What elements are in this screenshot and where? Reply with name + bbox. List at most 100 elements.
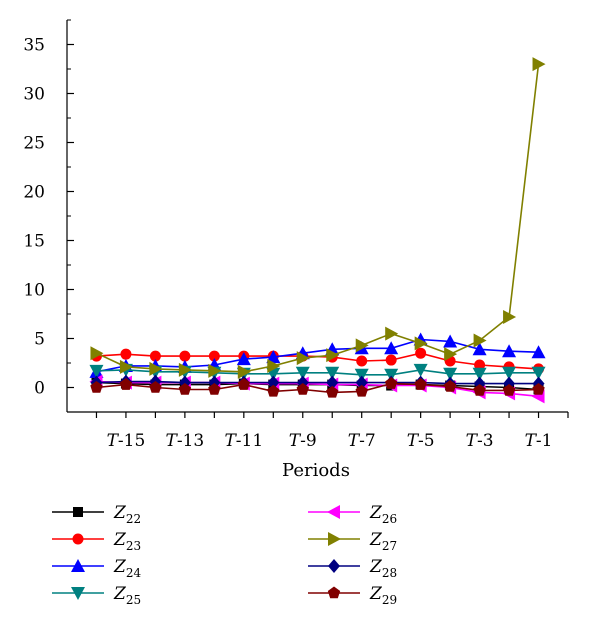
legend-marker [328, 532, 341, 546]
data-point-z29 [119, 378, 133, 390]
data-point-z29 [296, 382, 309, 395]
data-point-z27 [355, 338, 369, 353]
series-z27 [90, 57, 546, 379]
data-point-z25 [295, 366, 310, 380]
data-point-z27 [296, 351, 310, 366]
x-tick-label: T-7 [348, 431, 376, 451]
data-point-z29 [384, 377, 398, 389]
data-point-z27 [90, 346, 104, 361]
data-point-z29 [443, 380, 457, 392]
data-point-z23 [208, 350, 220, 362]
legend-label: Z26 [369, 503, 397, 526]
legend-label: Z22 [113, 503, 141, 526]
data-point-z29 [208, 382, 221, 395]
data-point-z24 [236, 352, 251, 366]
data-point-z25 [325, 366, 340, 380]
data-point-z27 [444, 347, 458, 362]
data-point-z27 [326, 348, 340, 363]
data-point-z27 [473, 333, 487, 348]
data-point-z25 [413, 363, 428, 377]
data-point-z27 [414, 336, 428, 351]
data-point-z29 [473, 383, 486, 396]
series-line-z24 [96, 338, 539, 373]
data-point-z24 [266, 350, 281, 364]
data-point-z28 [267, 375, 280, 390]
y-tick-label: 10 [23, 281, 45, 301]
data-point-z24 [531, 345, 546, 359]
data-point-z25 [443, 367, 458, 381]
data-point-z23 [474, 359, 486, 371]
data-point-z29 [502, 383, 516, 396]
x-axis-label: Periods [282, 460, 350, 481]
axes: 0 5 10 15 20 25 30 35 T-15 T-13 T-11 T-9 T-7 T-5 T-3 T-… [23, 19, 569, 451]
x-tick-label: T-3 [466, 431, 494, 451]
data-point-z25 [354, 368, 369, 382]
legend-label: Z24 [113, 557, 141, 580]
y-tick-label: 35 [23, 36, 45, 56]
legend-marker [72, 533, 84, 545]
x-tick-label: T-13 [166, 431, 205, 451]
data-point-z27 [503, 309, 517, 324]
data-point-z24 [502, 344, 517, 358]
data-point-z24 [472, 342, 487, 356]
legend-marker [71, 559, 85, 572]
series-line-z27 [96, 64, 540, 373]
data-point-z29 [90, 381, 103, 393]
x-tick-label: T-5 [407, 431, 435, 451]
legend-marker [327, 586, 341, 599]
legend-label: Z29 [369, 584, 397, 607]
data-point-z27 [149, 361, 163, 376]
y-tick-label: 20 [23, 183, 45, 203]
data-point-z27 [267, 358, 281, 373]
data-point-z27 [237, 364, 251, 379]
y-tick-label: 5 [34, 330, 45, 350]
data-point-z23 [356, 355, 368, 367]
y-tick-label: 25 [23, 134, 45, 154]
data-point-z29 [355, 384, 368, 397]
x-tick-label: T-15 [107, 431, 146, 451]
data-point-z25 [472, 367, 487, 381]
data-point-z23 [415, 347, 427, 359]
data-point-z27 [119, 359, 133, 374]
data-point-z27 [208, 363, 222, 378]
data-point-z25 [89, 364, 104, 378]
data-point-z24 [384, 341, 399, 355]
y-tick-label: 30 [23, 85, 45, 105]
legend-marker [327, 505, 340, 519]
legend-item-z29: Z29 [308, 584, 397, 607]
plot-area [89, 57, 546, 404]
data-point-z29 [326, 385, 339, 398]
y-tick-label: 0 [34, 379, 45, 399]
data-point-z23 [179, 350, 191, 362]
x-tick-label: T-1 [525, 431, 553, 451]
legend-item-z23: Z23 [52, 530, 141, 553]
legend-item-z28: Z28 [308, 557, 397, 580]
data-point-z27 [178, 362, 192, 377]
legend-item-z22: Z22 [52, 503, 141, 526]
data-point-z23 [120, 348, 132, 360]
data-point-z23 [149, 350, 161, 362]
series-line-z28 [96, 380, 539, 385]
legend-marker [71, 587, 85, 600]
x-tick-label: T-11 [224, 431, 263, 451]
data-point-z27 [385, 326, 399, 341]
legend-label: Z27 [369, 530, 397, 553]
series-line-z29 [96, 382, 539, 394]
series-line-z25 [96, 369, 539, 376]
legend-item-z27: Z27 [308, 530, 397, 553]
data-point-z28 [355, 375, 368, 390]
legend-marker [73, 507, 83, 517]
data-point-z23 [385, 354, 397, 366]
x-tick-label: T-9 [289, 431, 317, 451]
series-z29 [90, 377, 545, 398]
legend-label: Z25 [113, 584, 141, 607]
data-point-z29 [414, 378, 427, 390]
data-point-z27 [532, 57, 546, 72]
data-point-z29 [237, 378, 251, 390]
legend-label: Z23 [113, 530, 141, 553]
data-point-z25 [502, 366, 517, 380]
legend-label: Z28 [369, 557, 397, 580]
data-point-z29 [267, 384, 280, 397]
